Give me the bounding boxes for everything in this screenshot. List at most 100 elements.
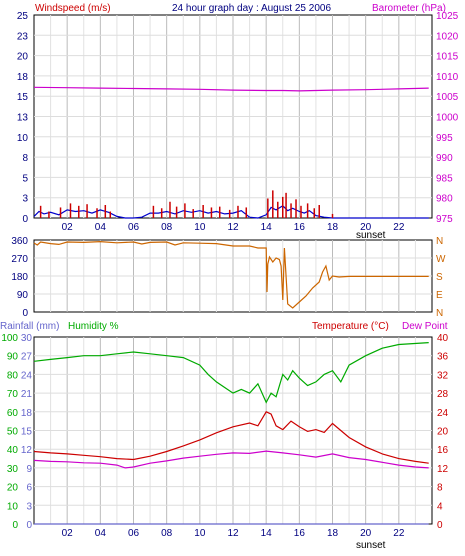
rain-axis-tick: 3 bbox=[26, 501, 32, 512]
temperature-axis-tick: 4 bbox=[437, 501, 443, 512]
baro-axis-tick: 995 bbox=[436, 133, 453, 144]
graph-title: 24 hour graph day : August 25 2006 bbox=[172, 3, 331, 14]
wind-x-tick: 04 bbox=[95, 222, 107, 233]
temperature-axis-tick: 40 bbox=[437, 333, 449, 344]
temperature-title: Temperature (°C) bbox=[312, 321, 389, 332]
temperature-axis-tick: 16 bbox=[437, 445, 449, 456]
sunset-label-wind: sunset bbox=[356, 230, 386, 241]
compass-axis-tick: E bbox=[436, 290, 443, 301]
dewpoint-title: Dew Point bbox=[402, 321, 448, 332]
wind-x-tick: 08 bbox=[161, 222, 173, 233]
wind-direction-line bbox=[33, 240, 429, 309]
baro-axis-tick: 1020 bbox=[436, 31, 459, 42]
thermo-x-tick: 06 bbox=[128, 528, 140, 539]
baro-axis-tick: 1015 bbox=[436, 52, 459, 63]
barometer-line bbox=[33, 86, 429, 92]
wind-x-tick: 20 bbox=[360, 222, 372, 233]
humidity-axis-tick: 60 bbox=[7, 408, 19, 419]
temperature-axis-tick: 32 bbox=[437, 370, 449, 381]
humidity-axis-tick: 100 bbox=[1, 333, 18, 344]
rain-axis-tick: 30 bbox=[21, 333, 33, 344]
rain-axis-tick: 12 bbox=[21, 445, 33, 456]
humidity-axis-tick: 70 bbox=[7, 389, 19, 400]
direction-axis-tick: 0 bbox=[22, 308, 28, 319]
thermo-x-tick: 04 bbox=[95, 528, 107, 539]
wind-x-tick: 12 bbox=[227, 222, 239, 233]
wind-x-tick: 22 bbox=[393, 222, 405, 233]
windspeed-title: Windspeed (m/s) bbox=[35, 3, 111, 14]
rain-axis-tick: 24 bbox=[21, 370, 33, 381]
thermo-x-tick: 08 bbox=[161, 528, 173, 539]
baro-axis-tick: 975 bbox=[436, 214, 453, 225]
wind-x-tick: 10 bbox=[194, 222, 206, 233]
compass-axis-tick: N bbox=[436, 308, 443, 319]
humidity-axis-tick: 80 bbox=[7, 370, 19, 381]
wind-x-tick: 06 bbox=[128, 222, 140, 233]
temperature-axis-tick: 20 bbox=[437, 427, 449, 438]
rain-axis-tick: 6 bbox=[26, 483, 32, 494]
compass-axis-tick: N bbox=[436, 236, 443, 247]
rain-axis-tick: 27 bbox=[21, 352, 33, 363]
humidity-axis-tick: 10 bbox=[7, 501, 19, 512]
wind-axis-tick: 8 bbox=[22, 153, 28, 164]
wind-axis-tick: 0 bbox=[22, 214, 28, 225]
thermo-x-tick: 12 bbox=[227, 528, 239, 539]
wind-axis-tick: 25 bbox=[17, 11, 29, 22]
baro-axis-tick: 990 bbox=[436, 153, 453, 164]
thermo-x-tick: 02 bbox=[62, 528, 74, 539]
humidity-title: Humidity % bbox=[68, 321, 119, 332]
wind-axis-tick: 3 bbox=[22, 194, 28, 205]
rain-axis-tick: 9 bbox=[26, 464, 32, 475]
wind-axis-tick: 20 bbox=[17, 52, 29, 63]
baro-axis-tick: 1000 bbox=[436, 113, 459, 124]
humidity-axis-tick: 0 bbox=[12, 520, 18, 531]
temperature-axis-tick: 12 bbox=[437, 464, 449, 475]
wind-axis-tick: 15 bbox=[17, 92, 29, 103]
baro-axis-tick: 985 bbox=[436, 173, 453, 184]
humidity-axis-tick: 90 bbox=[7, 352, 19, 363]
wind-x-tick: 02 bbox=[62, 222, 74, 233]
wind-axis-tick: 13 bbox=[17, 113, 29, 124]
direction-axis-tick: 180 bbox=[11, 272, 28, 283]
rain-axis-tick: 21 bbox=[21, 389, 33, 400]
direction-axis-tick: 360 bbox=[11, 236, 28, 247]
wind-axis-tick: 5 bbox=[22, 173, 28, 184]
temperature-line bbox=[33, 411, 429, 464]
wind-axis-tick: 18 bbox=[17, 72, 29, 83]
wind-axis-tick: 10 bbox=[17, 133, 29, 144]
wind-x-tick: 16 bbox=[294, 222, 306, 233]
humidity-axis-tick: 50 bbox=[7, 427, 19, 438]
rain-axis-tick: 0 bbox=[26, 520, 32, 531]
humidity-line bbox=[33, 342, 429, 404]
wind-x-tick: 18 bbox=[327, 222, 339, 233]
baro-axis-tick: 1010 bbox=[436, 72, 459, 83]
sunset-label-thermo: sunset bbox=[356, 540, 386, 551]
temperature-axis-tick: 0 bbox=[437, 520, 443, 531]
direction-axis-tick: 270 bbox=[11, 254, 28, 265]
thermo-x-tick: 22 bbox=[393, 528, 405, 539]
thermo-x-tick: 14 bbox=[261, 528, 273, 539]
humidity-axis-tick: 40 bbox=[7, 445, 19, 456]
temperature-axis-tick: 24 bbox=[437, 408, 449, 419]
baro-axis-tick: 980 bbox=[436, 194, 453, 205]
thermo-x-tick: 10 bbox=[194, 528, 206, 539]
thermo-x-tick: 16 bbox=[294, 528, 306, 539]
thermo-x-tick: 20 bbox=[360, 528, 372, 539]
wind-x-tick: 14 bbox=[261, 222, 273, 233]
temperature-axis-tick: 36 bbox=[437, 352, 449, 363]
humidity-axis-tick: 30 bbox=[7, 464, 19, 475]
barometer-title: Barometer (hPa) bbox=[372, 3, 446, 14]
baro-axis-tick: 1005 bbox=[436, 92, 459, 103]
direction-axis-tick: 90 bbox=[17, 290, 29, 301]
rain-axis-tick: 15 bbox=[21, 427, 33, 438]
temperature-axis-tick: 28 bbox=[437, 389, 449, 400]
dewpoint-line bbox=[33, 450, 429, 469]
temperature-axis-tick: 8 bbox=[437, 483, 443, 494]
rain-axis-tick: 18 bbox=[21, 408, 33, 419]
humidity-axis-tick: 20 bbox=[7, 483, 19, 494]
wind-axis-tick: 23 bbox=[17, 31, 29, 42]
baro-axis-tick: 1025 bbox=[436, 11, 459, 22]
thermo-x-tick: 18 bbox=[327, 528, 339, 539]
compass-axis-tick: S bbox=[436, 272, 443, 283]
